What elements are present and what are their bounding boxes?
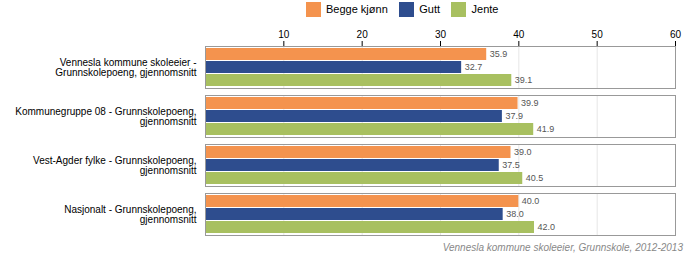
svg-text:40.5: 40.5 [526,173,544,183]
svg-text:20: 20 [357,29,369,40]
svg-text:32.7: 32.7 [465,62,483,72]
svg-text:40: 40 [513,29,525,40]
svg-text:10: 10 [278,29,290,40]
svg-text:39.9: 39.9 [521,98,539,108]
svg-text:42.0: 42.0 [538,222,556,232]
svg-text:37.9: 37.9 [505,111,523,121]
svg-text:60: 60 [670,29,682,40]
html-text:Gutt: Gutt [419,3,441,16]
svg-text:30: 30 [435,29,447,40]
svg-text:41.9: 41.9 [537,124,555,134]
svg-text:38.0: 38.0 [506,209,524,219]
html-text:Begge kjønn: Begge kjønn [326,3,388,16]
svg-text:Vennesla kommune skoleeier -Gr: Vennesla kommune skoleeier -Grunnskolepo… [55,57,196,78]
svg-text:39.0: 39.0 [514,147,532,157]
svg-text:40.0: 40.0 [522,196,540,206]
svg-text:50: 50 [592,29,604,40]
svg-text:Nasjonalt - Grunnskolepoeng,gj: Nasjonalt - Grunnskolepoeng,gjennomsnitt [64,204,197,225]
svg-text:Vest-Agder fylke - Grunnskolep: Vest-Agder fylke - Grunnskolepoeng,gjenn… [33,155,197,176]
svg-text:Kommunegruppe 08 - Grunnskolep: Kommunegruppe 08 - Grunnskolepoeng,gjenn… [15,106,196,127]
svg-text:39.1: 39.1 [515,75,533,85]
svg-text:35.9: 35.9 [490,49,508,59]
html-text:Jente: Jente [471,3,499,16]
svg-text:37.5: 37.5 [502,160,520,170]
html-text:Vennesla kommune skoleeier, Gr: Vennesla kommune skoleeier, Grunnskole, … [442,242,683,253]
